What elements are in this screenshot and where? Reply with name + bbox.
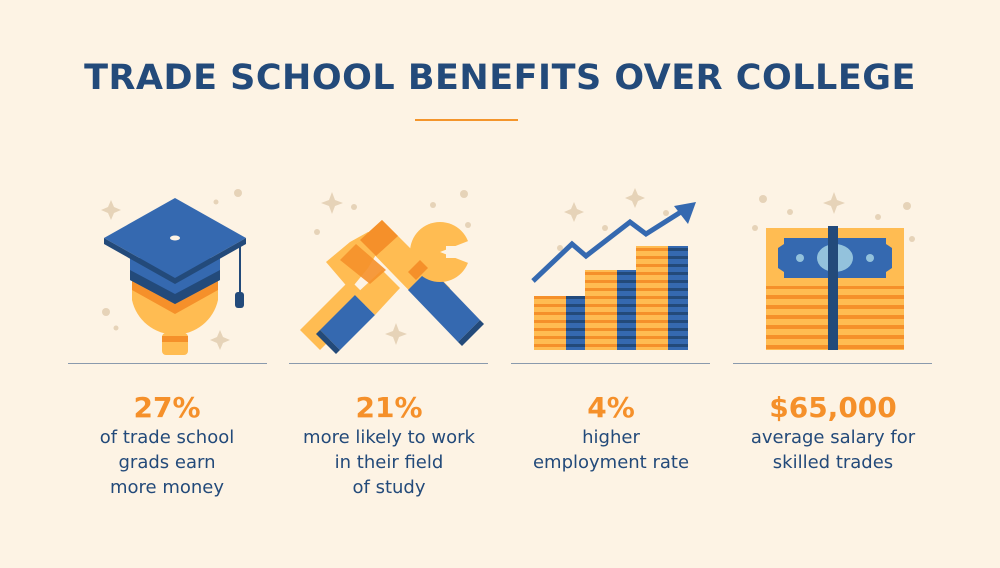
stat-desc-line: more likely to work [303,427,475,448]
stat-2: 21% more likely to work in their field o… [279,391,499,500]
divider-4 [733,363,932,364]
divider-2 [289,363,488,364]
stat-desc-line: of trade school [99,427,235,448]
stat-4: $65,000 average salary for skilled trade… [723,391,943,475]
stat-value: 21% [355,391,423,424]
graduation-cap-lightbulb-icon [101,189,246,355]
rising-coin-stacks-icon [531,188,696,350]
stat-value: 4% [587,391,635,424]
divider-3 [511,363,710,364]
stat-1: 27% of trade school grads earn more mone… [57,391,277,500]
title-underline [415,119,518,121]
stat-desc-line: employment rate [532,452,690,473]
divider-1 [68,363,267,364]
hammer-wrench-icon [300,190,484,354]
stat-desc-line: of study [352,477,426,498]
stat-value: $65,000 [769,391,897,424]
stat-value: 27% [133,391,201,424]
stat-desc-line: higher [582,427,640,448]
money-stack-icon [752,192,915,350]
page-title: TRADE SCHOOL BENEFITS OVER COLLEGE [84,58,916,98]
stat-desc-line: more money [109,477,225,498]
stat-desc-line: skilled trades [772,452,894,473]
stat-desc-line: grads earn [118,452,216,473]
stat-3: 4% higher employment rate [501,391,721,475]
stat-desc-line: in their field [334,452,444,473]
stat-desc-line: average salary for [750,427,916,448]
